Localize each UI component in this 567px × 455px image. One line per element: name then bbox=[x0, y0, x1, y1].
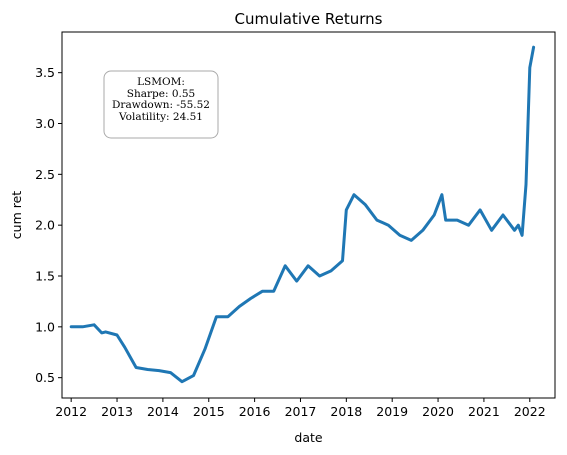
series-line-0 bbox=[69, 45, 536, 384]
x-tick-label-2014: 2014 bbox=[147, 404, 179, 419]
x-tick-label-2020: 2020 bbox=[422, 404, 454, 419]
annotation-box bbox=[103, 70, 219, 139]
x-tick-label-2017: 2017 bbox=[285, 404, 317, 419]
annotation-line-drawdown: Drawdown: -55.52 bbox=[112, 99, 210, 111]
annotation-line-sharpe: Sharpe: 0.55 bbox=[127, 88, 195, 100]
x-tick-label-2019: 2019 bbox=[376, 404, 408, 419]
x-tick-label-2016: 2016 bbox=[239, 404, 271, 419]
y-tick-label-0.5: 0.5 bbox=[35, 370, 55, 385]
x-tick-label-2022: 2022 bbox=[514, 404, 546, 419]
x-tick-label-2013: 2013 bbox=[101, 404, 133, 419]
x-axis: 2012 2013 2014 2015 2016 2017 2018 2019 2020 2021… bbox=[55, 398, 546, 419]
annotation-line-strategy: LSMOM: bbox=[137, 76, 185, 88]
y-tick-label-2.0: 2.0 bbox=[35, 218, 55, 233]
y-tick-label-2.5: 2.5 bbox=[35, 167, 55, 182]
x-tick-label-2018: 2018 bbox=[330, 404, 362, 419]
stats-annotation: LSMOM: Sharpe: 0.55 Drawdown: -55.52 Vol… bbox=[103, 70, 219, 139]
y-axis-label: cum ret bbox=[9, 191, 24, 239]
y-tick-label-1.5: 1.5 bbox=[35, 269, 55, 284]
series-layer bbox=[69, 45, 536, 384]
x-axis-label: date bbox=[294, 430, 322, 445]
plot-area bbox=[61, 31, 556, 399]
x-tick-label-2015: 2015 bbox=[193, 404, 225, 419]
x-tick-label-2012: 2012 bbox=[55, 404, 87, 419]
y-tick-label-1.0: 1.0 bbox=[35, 319, 55, 334]
x-tick-label-2021: 2021 bbox=[468, 404, 500, 419]
y-tick-label-3.0: 3.0 bbox=[35, 116, 55, 131]
annotation-line-volatility: Volatility: 24.51 bbox=[118, 111, 203, 123]
y-axis: 0.5 1.0 1.5 2.0 2.5 3.0 3.5 bbox=[35, 65, 62, 385]
chart-title: Cumulative Returns bbox=[235, 10, 383, 28]
plot-frame bbox=[61, 31, 556, 399]
y-tick-label-3.5: 3.5 bbox=[35, 65, 55, 80]
